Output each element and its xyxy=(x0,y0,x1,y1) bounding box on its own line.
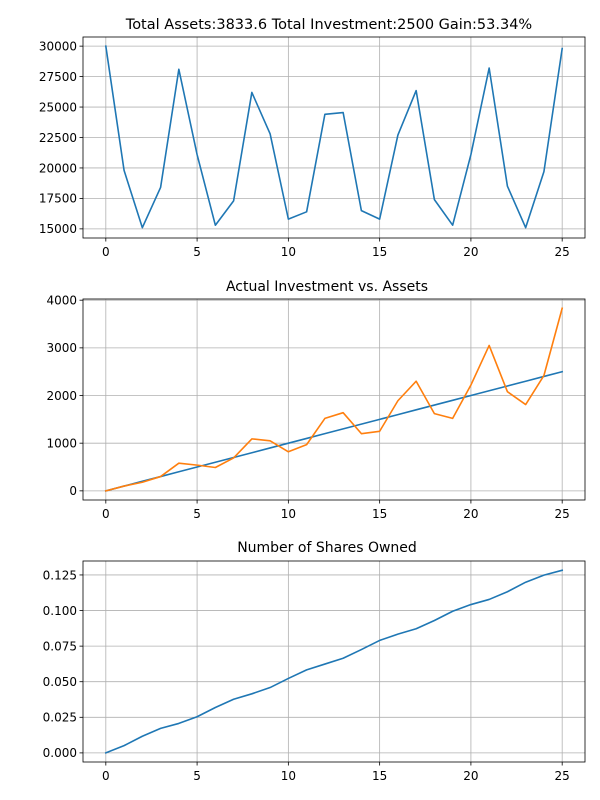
chart1-x-tick-label-1: 5 xyxy=(193,245,201,259)
chart1-y-tick-label-3: 22500 xyxy=(39,131,77,145)
chart2-x-tick-label-5: 25 xyxy=(555,507,570,521)
chart2-y-tick-label-4: 4000 xyxy=(46,293,77,307)
chart1-x-tick-label-3: 15 xyxy=(372,245,387,259)
chart2-x-tick-label-4: 20 xyxy=(463,507,478,521)
chart2-y-tick-label-3: 3000 xyxy=(46,341,77,355)
chart1-y-tick-label-6: 30000 xyxy=(39,39,77,53)
panel-shares-owned: Number of Shares Owned 0 5 10 15 20 25 0.000 0.… xyxy=(43,540,586,783)
chart3-x-tick-label-2: 10 xyxy=(281,769,296,783)
chart1-series-0-line xyxy=(104,45,564,229)
chart1-x-tick-label-0: 0 xyxy=(102,245,110,259)
chart1-x-tick-label-4: 20 xyxy=(463,245,478,259)
chart-title-1: Total Assets:3833.6 Total Investment:250… xyxy=(125,17,532,33)
plot-area-3: 0 5 10 15 20 25 0.000 0.025 0.050 0.075 0.100 0.125 xyxy=(43,560,586,783)
panel-total-assets: Total Assets:3833.6 Total Investment:250… xyxy=(39,17,586,259)
chart1-x-tick-label-2: 10 xyxy=(281,245,296,259)
chart2-y-tick-label-2: 2000 xyxy=(46,389,77,403)
chart3-series-0-line xyxy=(104,569,564,754)
chart1-x-tick-label-5: 25 xyxy=(555,245,570,259)
chart2-x-tick-label-0: 0 xyxy=(102,507,110,521)
chart1-y-tick-label-4: 25000 xyxy=(39,100,77,114)
chart3-x-tick-label-5: 25 xyxy=(555,769,570,783)
chart2-series-1-line xyxy=(104,307,564,492)
chart1-y-tick-label-0: 15000 xyxy=(39,222,77,236)
plot-area-2: 0 5 10 15 20 25 0 1000 2000 3000 4000 xyxy=(46,293,586,521)
chart1-y-tick-label-2: 20000 xyxy=(39,161,77,175)
chart2-x-tick-label-1: 5 xyxy=(193,507,201,521)
chart3-x-tick-label-4: 20 xyxy=(463,769,478,783)
chart3-y-tick-label-0: 0.000 xyxy=(43,746,77,760)
chart2-series-0-line xyxy=(104,370,564,492)
chart3-x-tick-label-1: 5 xyxy=(193,769,201,783)
chart3-x-tick-label-0: 0 xyxy=(102,769,110,783)
chart3-y-tick-label-2: 0.050 xyxy=(43,675,77,689)
chart3-y-tick-label-3: 0.075 xyxy=(43,639,77,653)
chart2-x-tick-label-2: 10 xyxy=(281,507,296,521)
chart-title-2: Actual Investment vs. Assets xyxy=(226,279,428,295)
chart1-y-tick-label-5: 27500 xyxy=(39,70,77,84)
chart3-x-tick-label-3: 15 xyxy=(372,769,387,783)
chart3-axes-frame xyxy=(82,560,586,763)
chart2-y-tick-label-0: 0 xyxy=(69,484,77,498)
chart2-y-tick-label-1: 1000 xyxy=(46,436,77,450)
chart2-axes-frame xyxy=(82,298,586,501)
chart3-y-tick-label-5: 0.125 xyxy=(43,568,77,582)
chart2-x-tick-label-3: 15 xyxy=(372,507,387,521)
chart3-y-tick-label-4: 0.100 xyxy=(43,604,77,618)
chart3-y-tick-label-1: 0.025 xyxy=(43,711,77,725)
panel-investment-vs-assets: Actual Investment vs. Assets 0 5 10 15 20 250… xyxy=(46,279,586,521)
chart-title-3: Number of Shares Owned xyxy=(237,540,417,556)
chart1-y-tick-label-1: 17500 xyxy=(39,192,77,206)
plot-area-1: 0 5 10 15 20 25 15000 17500 20000 22500 25000 27500… xyxy=(39,36,586,259)
